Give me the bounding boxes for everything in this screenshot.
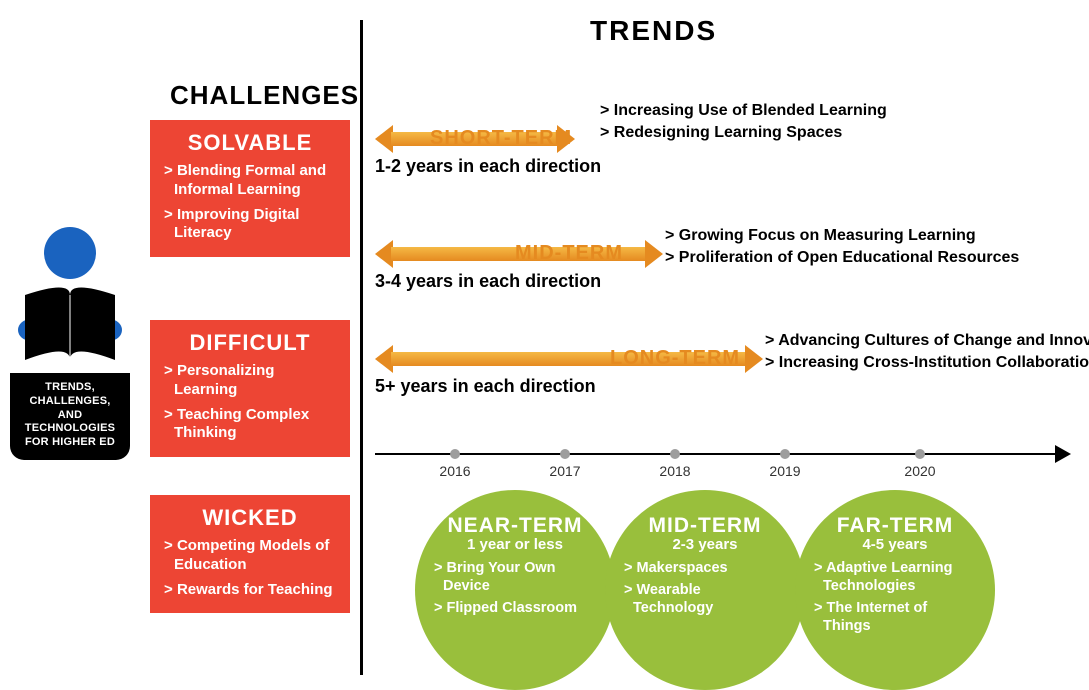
challenge-item: > Teaching Complex Thinking	[164, 406, 336, 444]
arrow-description: 1-2 years in each direction	[375, 156, 601, 177]
challenge-box-difficult: DIFFICULT > Personalizing Learning > Tea…	[150, 320, 350, 457]
logo-caption: TRENDS, CHALLENGES, AND TECHNOLOGIES FOR…	[10, 373, 130, 460]
trend-list-item: > Increasing Cross-Institution Collabora…	[765, 352, 1089, 374]
trend-arrow-long-term: LONG-TERM 5+ years in each direction	[375, 345, 763, 397]
circle-subheading: 4-5 years	[795, 536, 995, 553]
trend-list: > Advancing Cultures of Change and Innov…	[765, 330, 1089, 373]
arrow-label: SHORT-TERM	[430, 127, 572, 150]
arrow-label: MID-TERM	[515, 242, 623, 265]
circle-heading: FAR-TERM	[795, 515, 995, 536]
challenge-item: > Personalizing Learning	[164, 362, 336, 400]
circle-subheading: 2-3 years	[605, 536, 805, 553]
trend-list: > Increasing Use of Blended Learning> Re…	[600, 100, 887, 143]
logo-caption-line: TRENDS, CHALLENGES,	[16, 381, 124, 409]
challenge-box-wicked: WICKED > Competing Models of Education >…	[150, 495, 350, 613]
arrow-right-icon	[745, 345, 763, 373]
arrow-description: 5+ years in each direction	[375, 376, 763, 397]
challenge-head: WICKED	[164, 505, 336, 531]
timeline-year: 2016	[439, 463, 470, 479]
timeline-dot	[560, 449, 570, 459]
term-circle-far-term: FAR-TERM 4-5 years > Adaptive Learning T…	[795, 490, 995, 690]
trend-list-item: > Advancing Cultures of Change and Innov…	[765, 330, 1089, 352]
circle-item: > The Internet of Things	[795, 599, 995, 635]
timeline-year: 2019	[769, 463, 800, 479]
circle-subheading: 1 year or less	[415, 536, 615, 553]
challenge-head: SOLVABLE	[164, 130, 336, 156]
timeline-dot	[670, 449, 680, 459]
challenge-item: > Competing Models of Education	[164, 537, 336, 575]
logo-caption-line: AND TECHNOLOGIES	[16, 409, 124, 437]
timeline-dot	[915, 449, 925, 459]
logo-caption-line: FOR HIGHER ED	[16, 436, 124, 450]
timeline-arrowhead-icon	[1055, 445, 1071, 463]
trend-arrow-short-term: SHORT-TERM 1-2 years in each direction	[375, 125, 601, 177]
trend-arrow-mid-term: MID-TERM 3-4 years in each direction	[375, 240, 663, 292]
circle-item: > Wearable Technology	[605, 581, 805, 617]
vertical-divider	[360, 20, 363, 675]
timeline: 20162017201820192020	[375, 445, 1075, 475]
challenge-item: > Improving Digital Literacy	[164, 206, 336, 244]
challenge-item: > Blending Formal and Informal Learning	[164, 162, 336, 200]
timeline-year: 2017	[549, 463, 580, 479]
trend-list-item: > Increasing Use of Blended Learning	[600, 100, 887, 122]
arrow-label: LONG-TERM	[610, 347, 740, 370]
circle-item: > Adaptive Learning Technologies	[795, 559, 995, 595]
arrow-description: 3-4 years in each direction	[375, 271, 663, 292]
challenges-heading: CHALLENGES	[170, 80, 359, 111]
reader-icon	[15, 225, 125, 375]
circle-heading: MID-TERM	[605, 515, 805, 536]
timeline-dot	[450, 449, 460, 459]
timeline-axis	[375, 453, 1055, 455]
arrow-right-icon	[645, 240, 663, 268]
challenge-head: DIFFICULT	[164, 330, 336, 356]
trend-list-item: > Growing Focus on Measuring Learning	[665, 225, 1019, 247]
logo-block: TRENDS, CHALLENGES, AND TECHNOLOGIES FOR…	[10, 225, 130, 460]
circle-heading: NEAR-TERM	[415, 515, 615, 536]
trend-list: > Growing Focus on Measuring Learning> P…	[665, 225, 1019, 268]
trend-list-item: > Proliferation of Open Educational Reso…	[665, 247, 1019, 269]
circle-item: > Bring Your Own Device	[415, 559, 615, 595]
term-circle-mid-term: MID-TERM 2-3 years > Makerspaces > Wearab…	[605, 490, 805, 690]
challenge-item: > Rewards for Teaching	[164, 581, 336, 600]
circle-item: > Flipped Classroom	[415, 599, 615, 617]
term-circle-near-term: NEAR-TERM 1 year or less > Bring Your Ow…	[415, 490, 615, 690]
circle-item: > Makerspaces	[605, 559, 805, 577]
timeline-year: 2018	[659, 463, 690, 479]
trends-heading: TRENDS	[590, 15, 717, 47]
timeline-year: 2020	[904, 463, 935, 479]
timeline-dot	[780, 449, 790, 459]
challenge-box-solvable: SOLVABLE > Blending Formal and Informal …	[150, 120, 350, 257]
trend-list-item: > Redesigning Learning Spaces	[600, 122, 887, 144]
